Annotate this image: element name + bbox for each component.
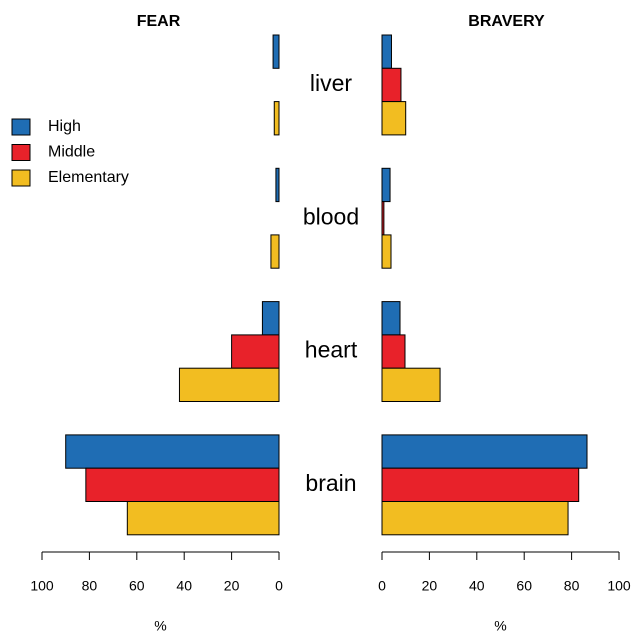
x-axis-label: % <box>154 618 166 633</box>
bar <box>85 467 280 503</box>
x-tick-label: 80 <box>564 578 580 594</box>
bar <box>381 167 391 203</box>
bar <box>381 234 392 269</box>
bar <box>273 101 280 136</box>
x-tick-label: 20 <box>422 578 438 594</box>
x-tick-label: 0 <box>275 578 283 594</box>
bar <box>272 34 280 69</box>
category-label: blood <box>303 203 359 229</box>
legend-swatch <box>11 118 31 136</box>
legend-label: Elementary <box>48 169 129 186</box>
legend-label: High <box>48 118 81 135</box>
legend-label: Middle <box>48 144 95 161</box>
x-tick-label: 60 <box>129 578 145 594</box>
legend-swatch <box>11 169 31 187</box>
category-label: liver <box>310 70 353 96</box>
x-tick-label: 100 <box>30 578 54 594</box>
bar <box>381 201 385 236</box>
category-label: heart <box>305 337 358 363</box>
bar <box>381 67 402 103</box>
x-tick-label: 40 <box>469 578 485 594</box>
bar <box>275 167 280 203</box>
x-axis-label: % <box>494 618 506 633</box>
bar <box>381 467 580 503</box>
bar <box>381 101 407 136</box>
bar <box>381 501 569 536</box>
bar <box>381 334 406 369</box>
x-tick-label: 0 <box>378 578 386 594</box>
x-tick-label: 60 <box>516 578 532 594</box>
panel-title: FEAR <box>137 13 181 30</box>
x-tick-label: 100 <box>607 578 631 594</box>
bar <box>65 434 280 469</box>
bar <box>270 234 280 269</box>
x-tick-label: 80 <box>82 578 98 594</box>
bar <box>381 34 392 69</box>
bar <box>381 434 588 469</box>
bar <box>381 367 441 403</box>
bar <box>261 301 280 336</box>
x-tick-label: 20 <box>224 578 240 594</box>
x-tick-label: 40 <box>176 578 192 594</box>
bar <box>126 501 280 536</box>
bar <box>178 367 280 403</box>
bar <box>381 301 401 336</box>
panel-title: BRAVERY <box>468 13 545 30</box>
category-label: brain <box>305 470 356 496</box>
bar <box>231 334 280 369</box>
legend-swatch <box>11 144 31 161</box>
